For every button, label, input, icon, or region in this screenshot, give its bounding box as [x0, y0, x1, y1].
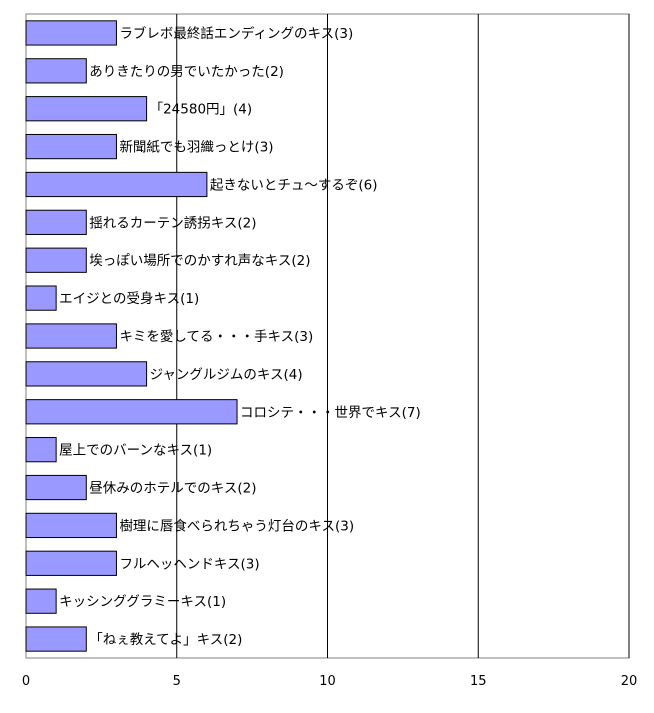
- bar-data-label: キミを愛してる・・・手キス(3): [119, 329, 313, 345]
- bar-data-label: コロシテ・・・世界でキス(7): [240, 405, 421, 421]
- bar-data-label: 屋上でのバーンなキス(1): [59, 443, 212, 459]
- bar: [25, 323, 117, 349]
- bar-data-label: ラブレボ最終話エンディングのキス(3): [119, 25, 353, 42]
- bar-data-label: 「24580円」(4): [150, 102, 253, 118]
- x-tick-label: 5: [173, 674, 181, 689]
- bar-data-label: 樹理に唇食べられちゃう灯台のキス(3): [119, 517, 354, 534]
- bar-data-label: 「ねぇ教えてよ」キス(2): [89, 632, 242, 648]
- bar: [25, 399, 238, 425]
- gridlines: [25, 13, 630, 659]
- bar-data-label: キッシンググラミーキス(1): [59, 594, 226, 610]
- bar-data-labels: ラブレボ最終話エンディングのキス(3) ありきたりの男でいたかった(2) 「2458…: [59, 25, 421, 648]
- bar-data-label: 揺れるカーテン誘拐キス(2): [89, 215, 256, 231]
- bar: [25, 550, 117, 576]
- bars: [25, 20, 238, 652]
- bar: [25, 588, 57, 614]
- x-tick-label: 20: [621, 674, 638, 689]
- bar: [25, 437, 57, 463]
- bar-data-label: 新聞紙でも羽織っとけ(3): [119, 140, 273, 156]
- bar: [25, 133, 117, 160]
- bar-data-label: ありきたりの男でいたかった(2): [89, 64, 284, 80]
- x-axis-tick-labels: 0 5 10 15 20: [22, 674, 637, 689]
- x-tick-label: 10: [319, 674, 336, 689]
- bar: [25, 474, 87, 501]
- bar: [25, 20, 117, 46]
- bar-data-label: 昼休みのホテルでのキス(2): [89, 481, 256, 497]
- bar: [25, 171, 208, 198]
- x-tick-label: 15: [470, 674, 487, 689]
- bar: [25, 247, 87, 273]
- x-tick-label: 0: [22, 674, 30, 689]
- bar-data-label: ジャングルジムのキス(4): [150, 367, 303, 383]
- bar-data-label: エイジとの受身キス(1): [59, 291, 199, 307]
- bar-data-label: 埃っぽい場所でのかすれ声なキス(2): [89, 253, 310, 269]
- bar-data-label: 起きないとチュ～するぞ(6): [210, 177, 378, 193]
- bar: [25, 512, 117, 539]
- bar: [25, 361, 148, 387]
- bar-data-label: フルヘッヘンドキス(3): [119, 556, 259, 572]
- bar: [25, 96, 148, 122]
- bar: [25, 626, 87, 652]
- bar: [25, 58, 87, 84]
- bar: [25, 285, 57, 311]
- bar: [25, 209, 87, 235]
